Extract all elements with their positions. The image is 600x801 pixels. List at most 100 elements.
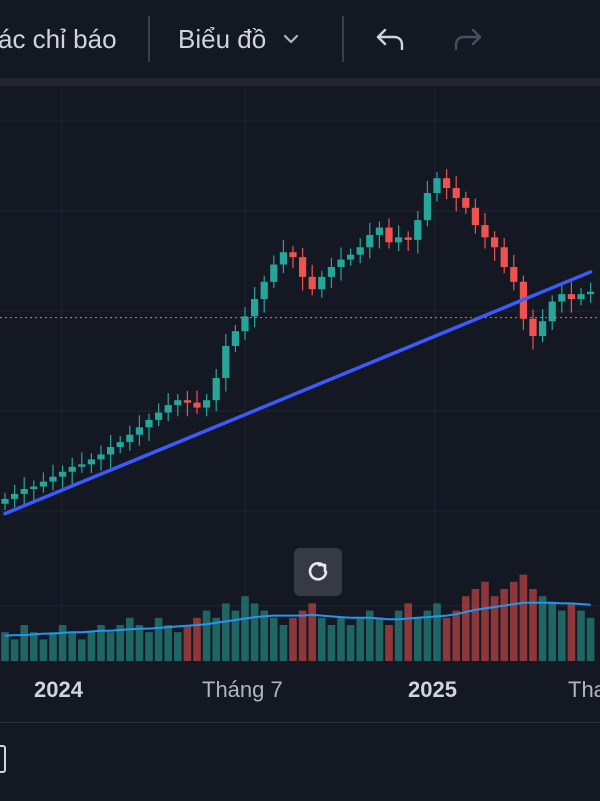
candle-body xyxy=(423,193,431,221)
candle-body xyxy=(145,419,153,428)
candle-body xyxy=(539,321,547,337)
volume-bar xyxy=(519,574,528,661)
volume-bar xyxy=(87,632,96,661)
volume-bar xyxy=(20,625,28,661)
volume-bar xyxy=(126,617,134,661)
reset-rotate-icon xyxy=(308,562,328,581)
candle-body xyxy=(49,476,57,482)
volume-bar xyxy=(250,603,259,661)
chart-type-button[interactable]: Biểu đồ xyxy=(178,0,302,78)
chart-grid xyxy=(0,86,600,661)
chart-toolbar: ác chỉ báo Biểu đồ xyxy=(0,0,600,78)
volume-bar xyxy=(442,617,451,661)
candle-body xyxy=(481,225,489,238)
candle-body xyxy=(318,276,326,290)
volume-bar xyxy=(394,610,403,661)
volume-bar xyxy=(366,610,374,661)
candle-body xyxy=(347,254,355,260)
candle-body xyxy=(289,252,297,258)
volume-bar xyxy=(49,632,57,661)
volume-bar xyxy=(481,581,489,661)
candle-body xyxy=(155,412,163,420)
candle-body xyxy=(548,301,556,322)
candle-body xyxy=(366,234,374,248)
volume-bar xyxy=(318,617,326,661)
candle-body xyxy=(135,427,143,435)
toolbar-divider-bar xyxy=(0,78,600,86)
toolbar-divider xyxy=(342,16,344,62)
volume-bar xyxy=(241,596,249,661)
undo-button[interactable] xyxy=(374,0,406,78)
time-label: 2024 xyxy=(34,677,83,702)
candle-body xyxy=(433,178,441,193)
bottom-toolbar xyxy=(0,722,600,801)
candle-body xyxy=(395,237,403,243)
volume-bar xyxy=(433,603,441,661)
candle-body xyxy=(59,471,67,477)
indicators-button[interactable]: ác chỉ báo xyxy=(0,0,117,78)
candle-body xyxy=(587,291,595,295)
undo-icon xyxy=(376,28,404,51)
candle-body xyxy=(337,259,345,267)
candle-body xyxy=(491,237,499,248)
volume-bar xyxy=(78,639,86,661)
copy-icon[interactable] xyxy=(0,743,10,777)
volume-bar xyxy=(279,625,288,661)
candle-body xyxy=(183,400,191,403)
candle-body xyxy=(39,481,47,487)
volume-bar xyxy=(145,632,153,661)
candlesticks xyxy=(1,169,595,510)
volume-bar xyxy=(337,617,345,661)
candle-body xyxy=(327,267,335,277)
candle-body xyxy=(385,227,393,243)
volume-bar xyxy=(58,625,67,661)
volume-bar xyxy=(327,625,336,661)
candle-body xyxy=(241,316,249,332)
volume-bar xyxy=(577,610,585,661)
volume-bar xyxy=(490,596,499,661)
volume-bar xyxy=(529,589,537,661)
candle-body xyxy=(20,489,28,494)
candle-body xyxy=(203,400,211,408)
toolbar-divider xyxy=(148,16,150,62)
candle-body xyxy=(577,294,585,300)
candle-body xyxy=(558,294,566,302)
reset-chart-button[interactable] xyxy=(294,548,342,596)
volume-bar xyxy=(260,610,268,661)
time-axis: 2024 Tháng 7 2025 Tha xyxy=(0,665,600,720)
trendline xyxy=(3,270,593,516)
volume-bar xyxy=(558,610,566,661)
volume-bar xyxy=(548,603,556,661)
candle-body xyxy=(567,294,575,300)
chevron-down-icon xyxy=(284,34,299,44)
volume-bar xyxy=(586,617,595,661)
volume-bar xyxy=(308,603,316,661)
volume-bar xyxy=(212,617,220,661)
volume-bar xyxy=(423,610,432,661)
candle-body xyxy=(87,459,95,465)
volume-bar xyxy=(375,617,384,661)
volume-bar xyxy=(222,603,230,661)
chart-type-label: Biểu đồ xyxy=(178,23,267,54)
price-chart[interactable] xyxy=(0,86,600,666)
candle-body xyxy=(414,220,422,240)
candle-body xyxy=(471,207,479,226)
volume-bar xyxy=(193,617,201,661)
volume-bars xyxy=(1,574,595,661)
candle-body xyxy=(452,188,460,198)
time-label: 2025 xyxy=(408,677,457,702)
volume-bar xyxy=(471,589,480,661)
candle-body xyxy=(231,331,239,346)
candle-body xyxy=(500,247,508,267)
redo-button[interactable] xyxy=(452,0,484,78)
candle-body xyxy=(222,345,230,378)
candle-body xyxy=(164,405,172,413)
candle-body xyxy=(11,493,19,499)
volume-bar xyxy=(30,632,38,661)
volume-bar xyxy=(270,617,278,661)
volume-bar xyxy=(116,625,124,661)
indicators-label: ác chỉ báo xyxy=(0,23,117,54)
candle-body xyxy=(279,252,287,265)
volume-bar xyxy=(346,625,355,661)
time-label: Tha xyxy=(568,677,600,702)
